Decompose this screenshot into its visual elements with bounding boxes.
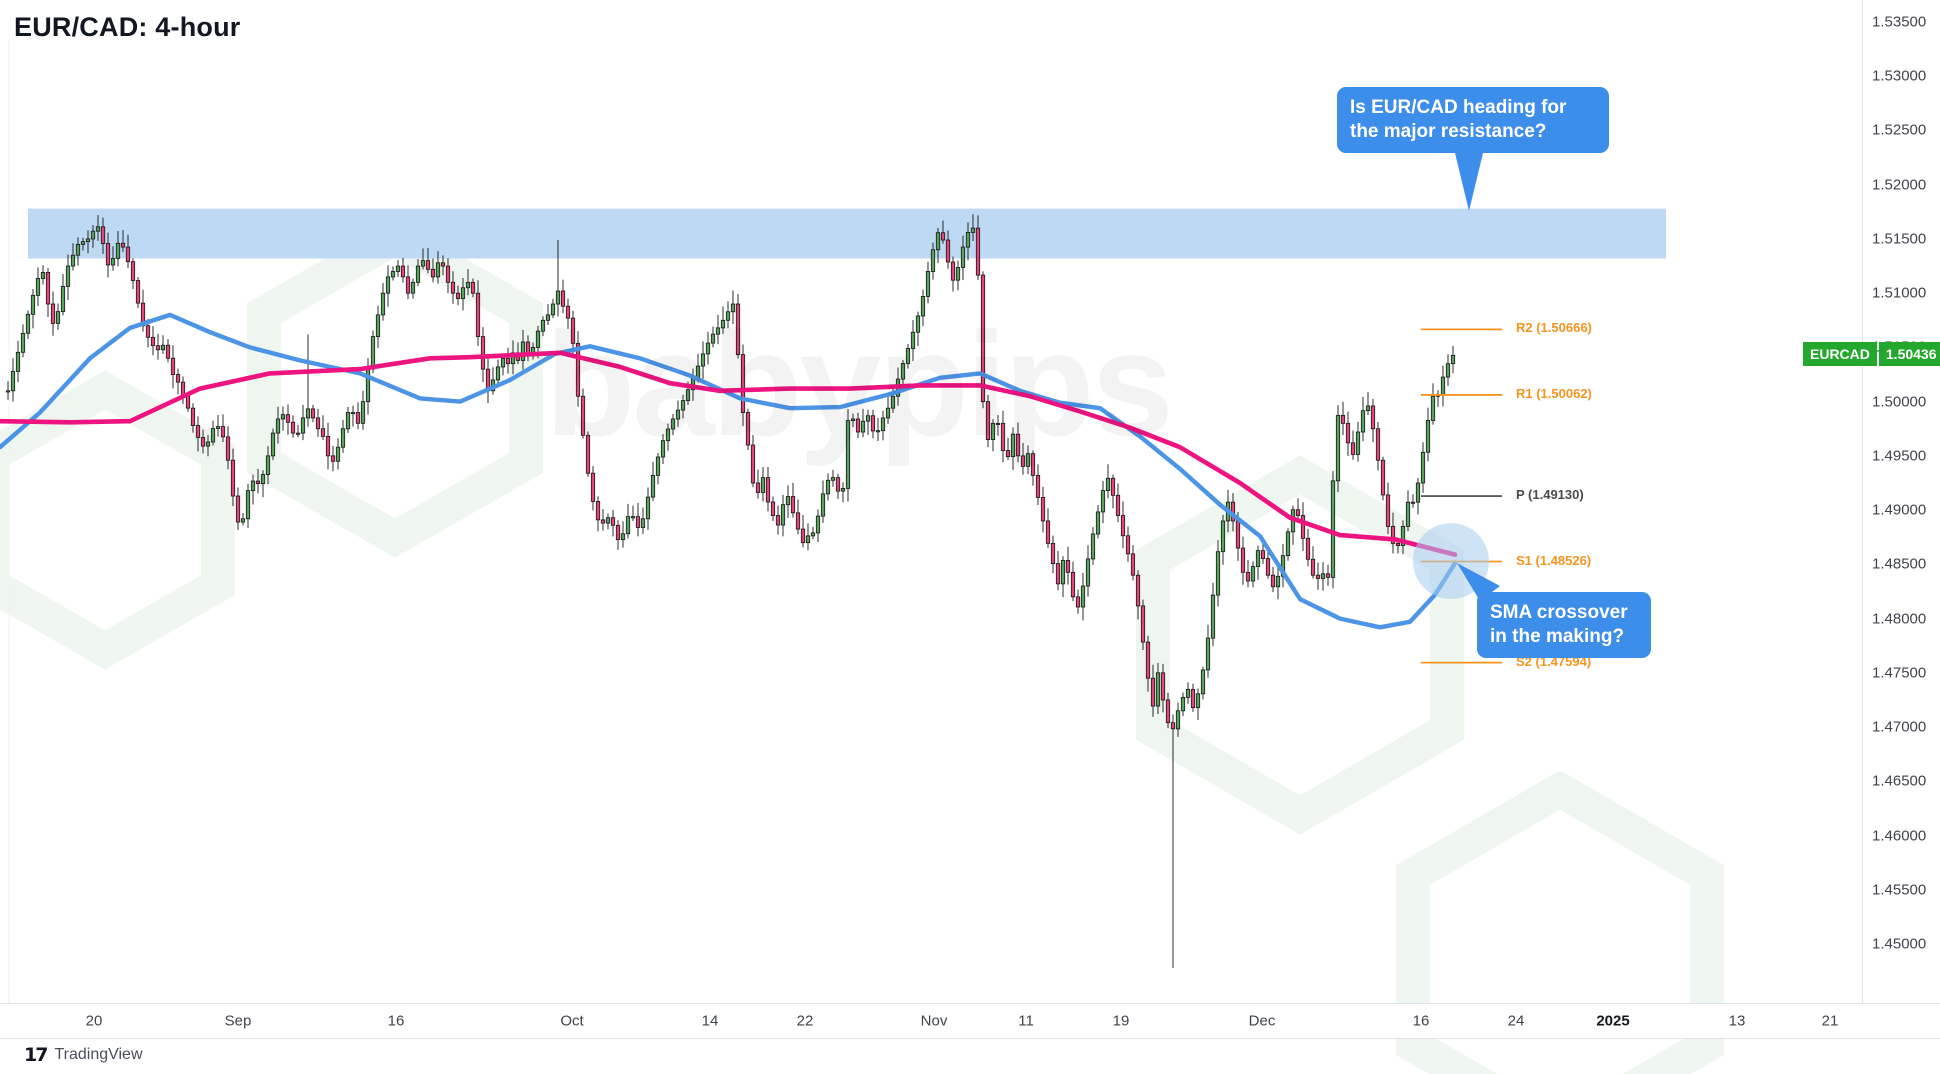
price-axis-label: 1.48000 bbox=[1872, 610, 1927, 628]
price-axis-label: 1.49500 bbox=[1872, 447, 1927, 465]
tradingview-mark-icon: 17 bbox=[24, 1044, 48, 1066]
price-axis-label: 1.45500 bbox=[1872, 881, 1927, 899]
resistance-zone-band bbox=[8, 40, 1666, 1003]
price-axis[interactable]: 1.53500 1.53000 1.52500 1.52000 1.51500 1.510… bbox=[1862, 0, 1940, 1037]
tradingview-logo-text: TradingView bbox=[54, 1046, 143, 1063]
price-axis-label: 1.53000 bbox=[1872, 67, 1927, 85]
time-axis-label: Oct bbox=[560, 1012, 584, 1030]
time-axis-label: 24 bbox=[1507, 1012, 1525, 1030]
time-axis-label: Sep bbox=[224, 1012, 252, 1030]
price-axis-label: 1.47000 bbox=[1872, 718, 1927, 736]
time-axis-label: 13 bbox=[1728, 1012, 1746, 1030]
time-axis-label: Dec bbox=[1248, 1012, 1276, 1030]
badge-symbol: EURCAD bbox=[1803, 342, 1877, 367]
resistance-callout-line2: the major resistance? bbox=[1350, 121, 1547, 142]
price-axis-label: 1.51000 bbox=[1872, 284, 1927, 302]
resistance-callout[interactable]: Is EUR/CAD heading for the major resista… bbox=[1337, 87, 1609, 153]
resistance-callout-line1: Is EUR/CAD heading for bbox=[1350, 97, 1567, 118]
annotations-group bbox=[1413, 153, 1500, 601]
tradingview-logo[interactable]: 17 TradingView bbox=[24, 1044, 143, 1066]
time-axis-label: 22 bbox=[796, 1012, 814, 1030]
time-axis-label: 16 bbox=[1412, 1012, 1430, 1030]
price-axis-label: 1.50000 bbox=[1872, 393, 1927, 411]
price-axis-label: 1.52500 bbox=[1872, 121, 1927, 139]
sma-crossover-callout[interactable]: SMA crossover in the making? bbox=[1477, 592, 1651, 658]
sma-callout-line2: in the making? bbox=[1490, 626, 1625, 647]
sma-callout-line1: SMA crossover bbox=[1490, 602, 1628, 623]
time-axis-label: 21 bbox=[1821, 1012, 1839, 1030]
pivot-label-p[interactable]: P (1.49130) bbox=[1516, 487, 1584, 502]
price-axis-label: 1.51500 bbox=[1872, 230, 1927, 248]
time-axis-label: 14 bbox=[701, 1012, 719, 1030]
chart-title: EUR/CAD: 4-hour bbox=[14, 12, 241, 42]
price-axis-label: 1.45000 bbox=[1872, 935, 1927, 953]
time-axis-label: 19 bbox=[1112, 1012, 1130, 1030]
last-price-badge: EURCAD 1.50436 bbox=[1803, 342, 1940, 367]
price-axis-label: 1.49000 bbox=[1872, 501, 1927, 519]
price-axis-label: 1.52000 bbox=[1872, 176, 1927, 194]
price-axis-label: 1.53500 bbox=[1872, 13, 1927, 31]
price-axis-label: 1.46000 bbox=[1872, 827, 1927, 845]
time-axis-label: 16 bbox=[387, 1012, 405, 1030]
pivot-label-r1[interactable]: R1 (1.50062) bbox=[1516, 385, 1592, 401]
time-axis-label: Nov bbox=[920, 1012, 948, 1030]
price-axis-label: 1.46500 bbox=[1872, 772, 1927, 790]
sma-lines-group bbox=[0, 312, 1458, 630]
pivot-label-s1[interactable]: S1 (1.48526) bbox=[1516, 552, 1592, 568]
price-axis-label: 1.48500 bbox=[1872, 555, 1927, 573]
price-axis-label: 1.47500 bbox=[1872, 664, 1927, 682]
time-axis-label: 20 bbox=[85, 1012, 103, 1030]
time-axis[interactable]: 20 Sep 16 Oct 14 22 Nov 11 19 Dec 16 24 2025 13 21 bbox=[0, 1003, 1940, 1039]
time-axis-label: 11 bbox=[1018, 1012, 1034, 1030]
badge-price: 1.50436 bbox=[1878, 342, 1940, 367]
pivot-label-r2[interactable]: R2 (1.50666) bbox=[1516, 320, 1592, 336]
time-axis-label: 2025 bbox=[1596, 1012, 1630, 1030]
